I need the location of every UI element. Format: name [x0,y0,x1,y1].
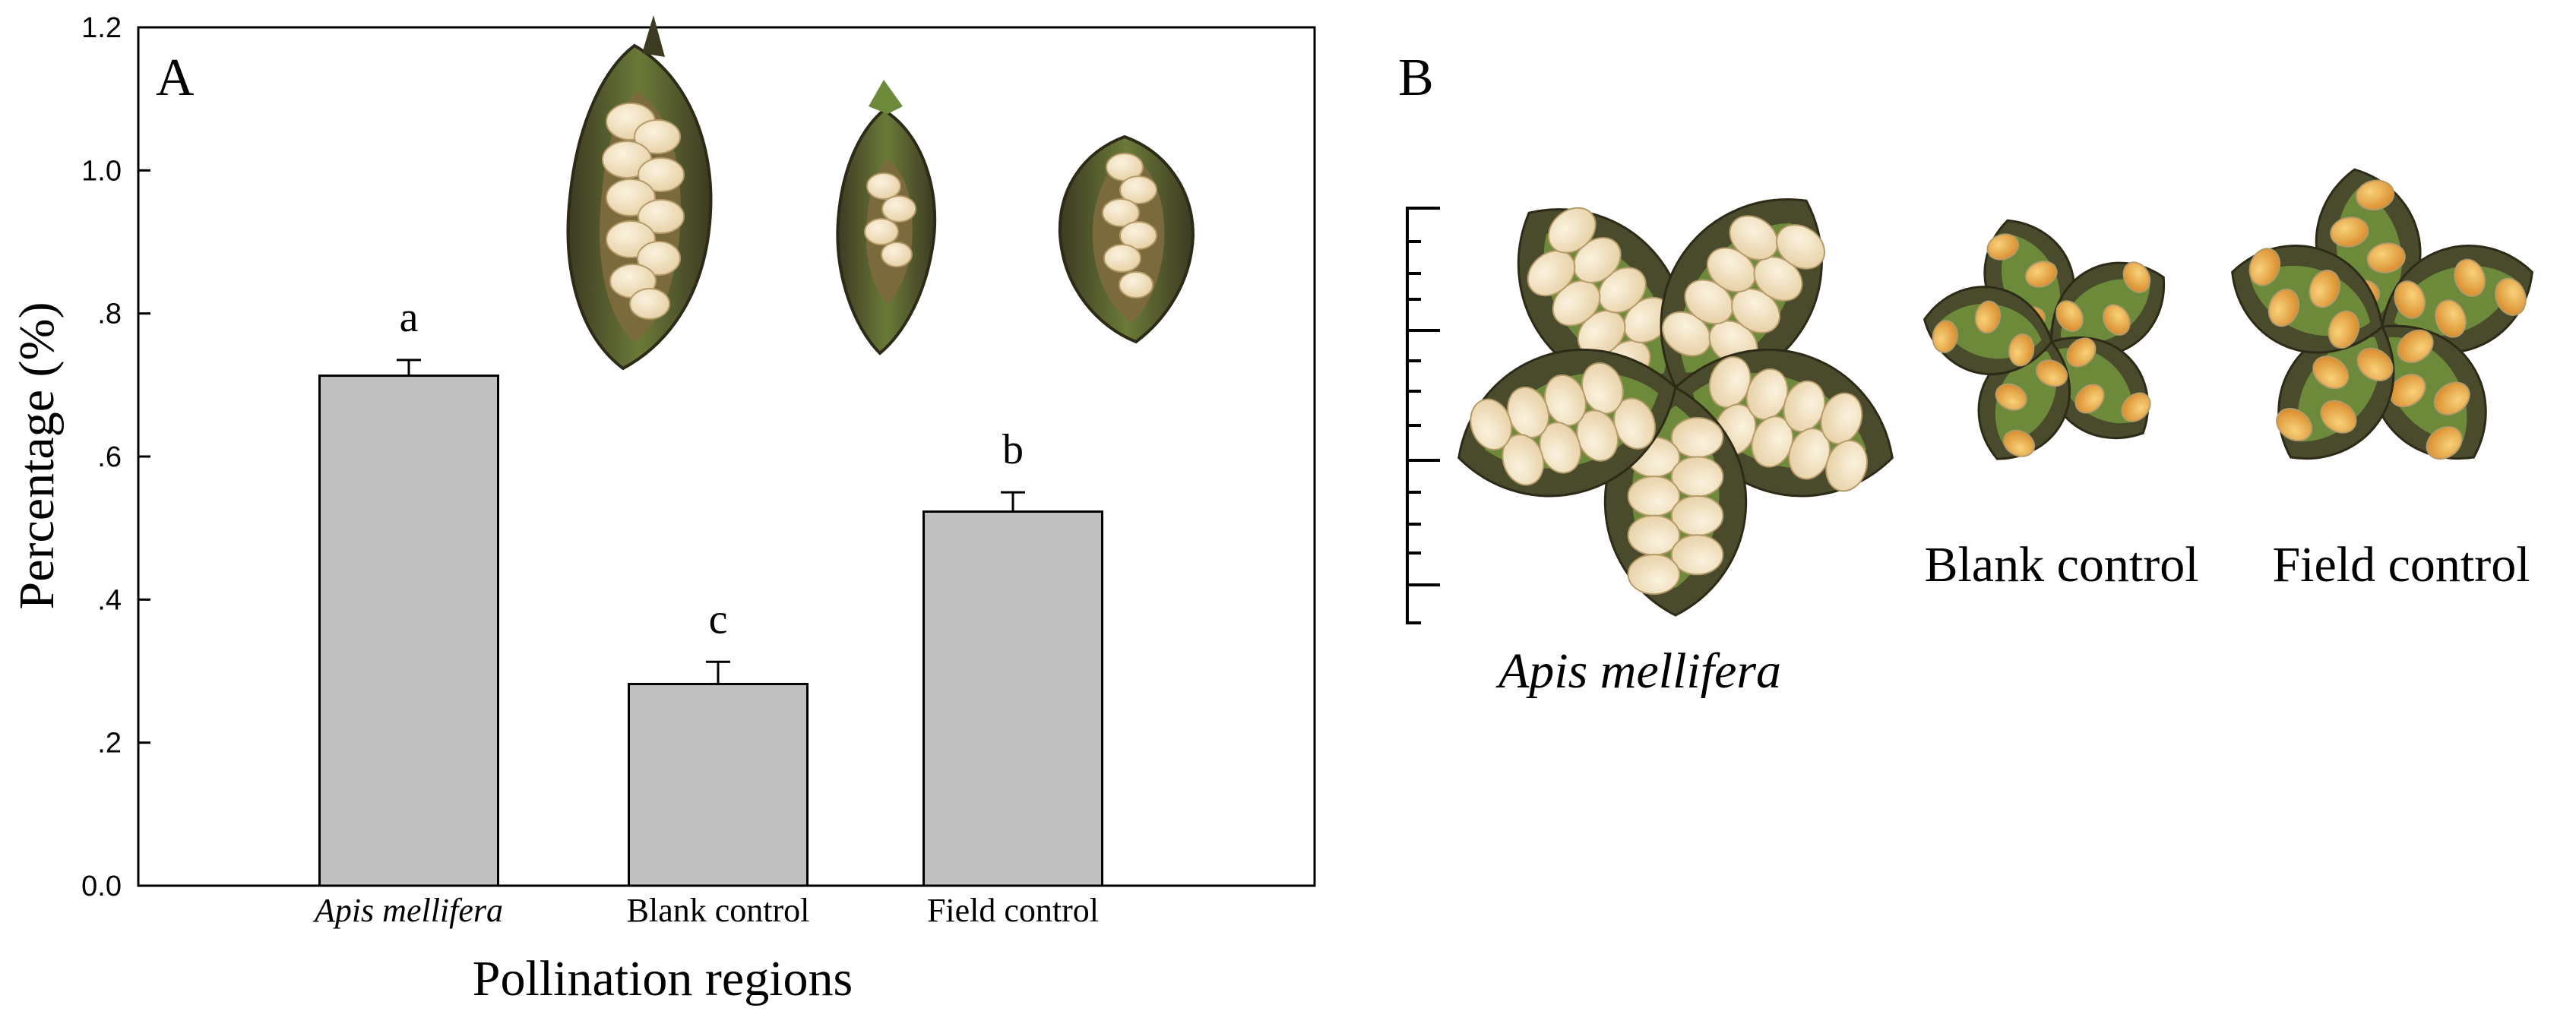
bar-blank-control [628,682,809,887]
seed [2008,333,2035,367]
seed [2433,381,2470,416]
y-axis-title: Percentage (%) [9,302,65,610]
seed [1729,215,1779,261]
capsule-lobe [2046,337,2151,440]
capsule-lobe [2276,324,2395,460]
y-tick-label: .4 [97,584,122,616]
bar-apis-mellifera [318,374,499,887]
seed [2328,310,2360,349]
seed [1670,534,1724,576]
significance-label: a [400,294,419,341]
significance-label: c [709,596,728,643]
seed [1670,417,1724,458]
x-tick-label-apis-mellifera: Apis mellifera [312,892,503,929]
capsule-star-blank-control [1923,219,2166,460]
capsule-lobe [1674,349,1894,498]
seed [1547,207,1597,254]
x-tick-label-blank-control: Blank control [627,892,810,929]
capsule-star-field-control [2231,168,2533,460]
capsule-photo-field-control [1058,134,1195,344]
capsule-lobe [1923,286,2053,376]
y-tick-label: .8 [97,299,122,330]
seed [2454,258,2486,297]
y-tick-label: 0.0 [81,871,122,902]
seed [1825,440,1868,492]
seed [2495,277,2527,316]
caption-apis-mellifera: Apis mellifera [1495,643,1781,699]
caption-blank-control: Blank control [1924,537,2198,592]
seed [2312,356,2350,390]
seed [1820,392,1863,445]
seed [2121,392,2151,422]
bar-group: a c b [318,294,1103,887]
bar-field-control [922,510,1103,887]
y-tick-label: 1.0 [81,155,122,187]
capsule-lobe [1977,340,2071,460]
caption-field-control: Field control [2272,537,2530,592]
seed [2003,429,2036,457]
capsule-star-apis-mellifera [1457,198,1894,617]
seed [2309,270,2341,308]
seed [1627,554,1681,595]
seed [1995,383,2027,411]
capsule-lobe [1457,349,1677,498]
capsule-lobe [1660,198,1825,390]
seed [2276,408,2313,442]
seed [2036,359,2068,387]
seed [1776,224,1825,270]
seed [2320,400,2357,434]
panel-b-label: B [1398,49,1434,107]
seed [2267,289,2300,327]
seed [1986,233,2020,261]
seed [2389,374,2426,408]
seed [1470,398,1513,450]
seed [2074,384,2105,414]
seed [2356,347,2394,381]
capsule-photo-apis-mellifera [566,15,713,371]
panel-a-label: A [156,49,195,107]
seed [1974,300,2002,333]
significance-label: b [1002,426,1024,473]
seed [2330,216,2369,248]
capsule-lobe [2050,261,2166,357]
seed [1627,476,1681,517]
y-tick-label: .2 [97,728,122,760]
seed [1932,320,1958,353]
y-axis: 0.0 .2 .4 .6 .8 1.0 1.2 [81,12,150,902]
capsule-lobe [2369,324,2487,460]
seed [1670,495,1724,536]
x-tick-label-field-control: Field control [927,892,1099,929]
seed [1527,250,1576,297]
y-tick-label: 1.2 [81,12,122,44]
seed [2426,425,2463,460]
seed [2103,304,2131,336]
seed [2122,261,2151,293]
seed [2435,299,2467,338]
seed [1502,434,1545,486]
seed [2025,261,2058,288]
capsule-lobe [2231,245,2384,354]
seed [1670,456,1724,498]
seed [2055,300,2084,332]
seed [2066,337,2097,368]
scale-bar [1406,207,1440,624]
x-axis-title: Pollination regions [473,951,853,1006]
seed [2356,179,2395,210]
seed [1627,514,1681,556]
seed [2397,329,2434,363]
seed [2248,248,2281,286]
capsule-lobe [2381,245,2533,354]
y-tick-label: .6 [97,441,122,473]
seed [2366,242,2406,273]
seed [2394,280,2426,319]
capsule-photo-blank-control [836,80,937,356]
